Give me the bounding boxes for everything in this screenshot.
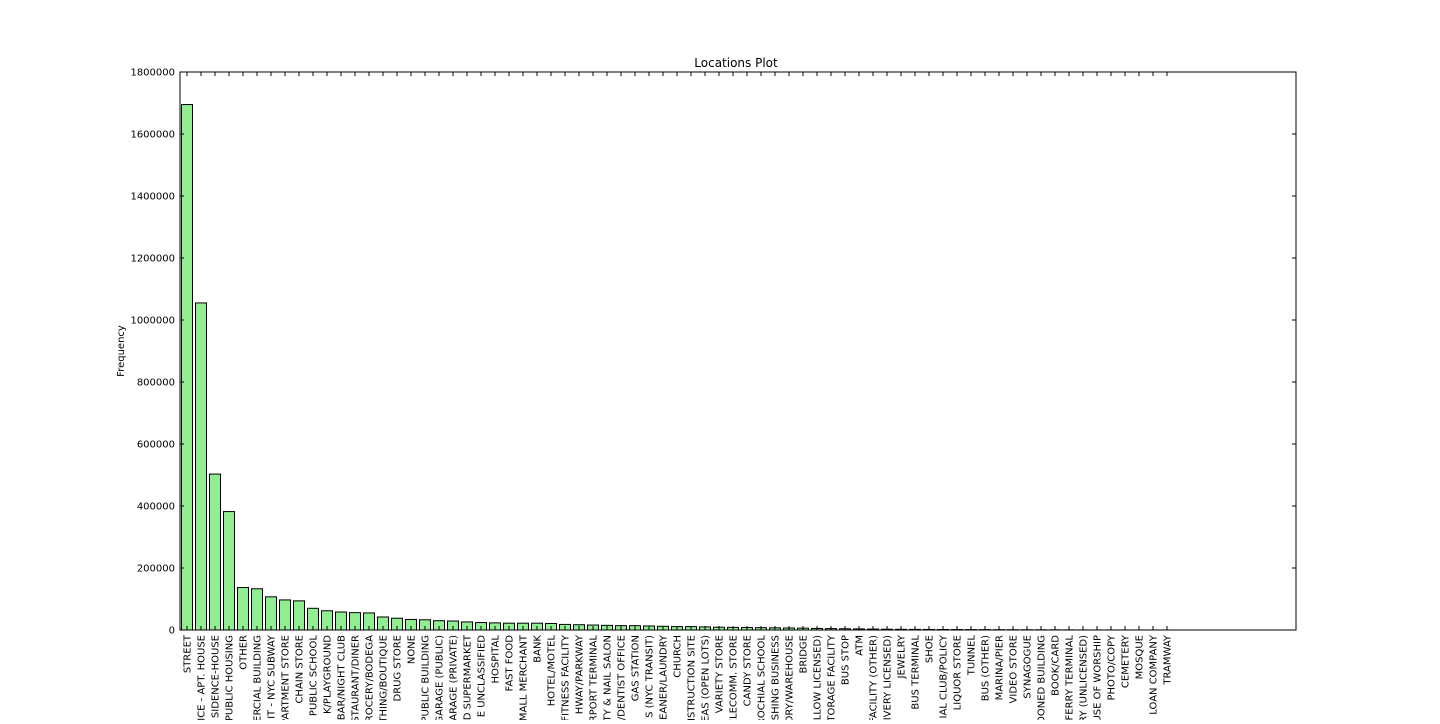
plot-area: 0 200000 400000 600000 800000 1000000 1200000 1… (130, 68, 1296, 721)
x-tick-label: ARAGE (PRIVATE) (449, 635, 460, 720)
plot-frame (180, 72, 1296, 630)
x-tick-label: ERCIAL BUILDING (253, 635, 264, 720)
x-tick-label: SHING BUSINESS (771, 635, 782, 720)
x-tick-label: PUBLIC SCHOOL (309, 635, 320, 716)
y-tick-label: 1200000 (130, 254, 175, 265)
y-tick-label: 200000 (137, 564, 175, 575)
y-tick-label: 1000000 (130, 316, 175, 327)
x-tick-label: NSTRUCTION SITE (687, 635, 698, 720)
y-tick-label: 800000 (137, 378, 175, 389)
x-tick-label: TORAGE FACILITY (827, 634, 838, 720)
x-tick-label: EANER/LAUNDRY (659, 634, 670, 720)
y-tick-label: 400000 (137, 502, 175, 513)
chart-title: Locations Plot (694, 56, 778, 70)
x-tick-label: BUS (OTHER) (981, 635, 992, 701)
x-tick-label: RY (UNLICENSED) (1079, 635, 1090, 720)
bar-7 (266, 597, 277, 630)
y-tick-label: 0 (169, 626, 175, 637)
x-tick-label: LIQUOR STORE (953, 635, 964, 710)
x-tick-label: PARTMENT STORE (281, 635, 292, 720)
x-tick-label: IAL CLUB/POLICY (939, 634, 950, 718)
x-tick-label: CANDY STORE (743, 635, 754, 706)
y-tick-label: 1600000 (130, 130, 175, 141)
x-tick-label: FITNESS FACILITY (561, 634, 572, 720)
bar-2 (196, 303, 207, 630)
x-tick-label: NONE (407, 635, 418, 664)
bar-8 (280, 600, 291, 630)
x-tick-label: MARINA/PIER (995, 635, 1006, 700)
x-tick-label: IVERY LICENSED) (883, 635, 894, 720)
x-tick-label: ICE - APT. HOUSE (197, 635, 208, 720)
bar-5 (238, 588, 249, 630)
x-tick-label: PUBLIC HOUSING (225, 635, 236, 720)
bar-6 (252, 589, 263, 630)
y-tick-label: 1400000 (130, 192, 175, 203)
x-tick-label: GAS STATION (631, 635, 642, 701)
x-tick-label: CHURCH (673, 635, 684, 678)
x-tick-label: BRIDGE (799, 635, 810, 674)
x-tick-label: ROCHIAL SCHOOL (757, 635, 768, 720)
x-tick-label: OTHER (239, 635, 250, 670)
x-tick-label: SYNAGOGUE (1023, 635, 1034, 699)
x-tick-label: GARAGE (PUBLIC) (435, 635, 446, 720)
x-tick-label: ELECOMM. STORE (729, 635, 740, 720)
x-tick-label: LLOW LICENSED) (813, 635, 824, 720)
x-tick-label: FACILITY (OTHER) (869, 635, 880, 720)
x-tick-label: BUS TERMINAL (911, 635, 922, 710)
x-tick-label: MOSQUE (1135, 635, 1146, 679)
x-tick-label: TY & NAIL SALON (603, 635, 614, 720)
x-tick-label: S (NYC TRANSIT) (645, 635, 656, 718)
x-tick-label: EAS (OPEN LOTS) (701, 635, 712, 720)
x-tick-label: ROCERY/BODEGA (365, 635, 376, 720)
x-tick-label: LOAN COMPANY (1149, 634, 1160, 715)
x-tick-label: VARIETY STORE (715, 635, 726, 713)
bar-1 (182, 105, 193, 630)
x-tick-label: HOSPITAL (491, 635, 502, 684)
x-tick-label: ATM (855, 635, 866, 656)
x-tick-label: IT - NYC SUBWAY (267, 634, 278, 719)
x-tick-label: K/PLAYGROUND (323, 635, 334, 714)
x-tick-label: BANK (533, 635, 544, 663)
x-tick-label: /DENTIST OFFICE (617, 635, 628, 720)
x-tick-label: PUBLIC BUILDING (421, 635, 432, 720)
x-tick-label: VIDEO STORE (1009, 635, 1020, 703)
x-tick-label: FAST FOOD (505, 635, 516, 692)
x-tick-label: BAR/NIGHT CLUB (337, 635, 348, 720)
x-tick-label: DONED BUILDING (1037, 635, 1048, 720)
y-tick-label: 600000 (137, 440, 175, 451)
x-tick-label: PHOTO/COPY (1107, 634, 1118, 700)
x-tick-label: BOOK/CARD (1051, 635, 1062, 696)
x-tick-label: CHAIN STORE (295, 635, 306, 704)
x-tick-label: SIDENCE-HOUSE (211, 635, 222, 718)
x-tick-label: HWAY/PARKWAY (575, 634, 586, 714)
x-tick-label: FERRY TERMINAL (1065, 635, 1076, 720)
x-tick-label: STREET (183, 634, 194, 673)
bar-3 (210, 474, 221, 630)
x-tick-label: E UNCLASSIFIED (477, 635, 488, 718)
x-tick-label: DRUG STORE (393, 635, 404, 702)
x-tick-label: STAURANT/DINER (351, 635, 362, 720)
x-tick-label: JEWELRY (897, 634, 908, 679)
x-tick-label: TUNNEL (967, 635, 978, 677)
x-tick-label: MALL MERCHANT (519, 634, 530, 720)
x-tick-label: RPORT TERMINAL (589, 635, 600, 720)
x-tick-label: THING/BOUTIQUE (379, 635, 390, 720)
x-tick-label: USE OF WORSHIP (1093, 635, 1104, 720)
bar-9 (294, 601, 305, 630)
bar-4 (224, 512, 235, 630)
y-axis-label: Frequency (116, 325, 127, 377)
x-tick-label: HOTEL/MOTEL (547, 635, 558, 707)
x-tick-label: CEMETERY (1121, 634, 1132, 688)
x-tick-label: SHOE (925, 635, 936, 663)
y-tick-label: 1800000 (130, 68, 175, 79)
x-tick-label: TRAMWAY (1163, 634, 1174, 686)
x-tick-label: BUS STOP (841, 635, 852, 685)
x-tick-label: D SUPERMARKET (463, 634, 474, 720)
x-tick-label: ORY/WAREHOUSE (785, 635, 796, 720)
